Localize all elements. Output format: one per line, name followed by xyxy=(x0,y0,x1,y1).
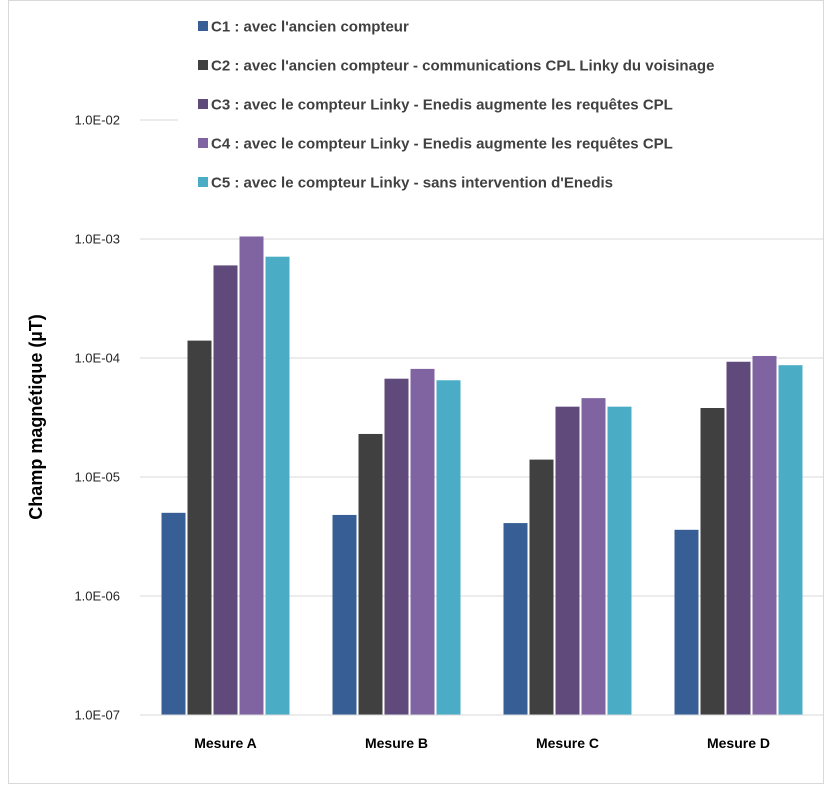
bar-1-4 xyxy=(674,529,699,715)
legend-label-1: C1 : avec l'ancien compteur xyxy=(211,19,409,36)
bar-2-1 xyxy=(187,340,212,715)
x-category-label: Mesure D xyxy=(707,735,770,751)
bars xyxy=(161,236,803,716)
bar-4-4 xyxy=(752,355,777,715)
bar-2-4 xyxy=(700,408,725,715)
x-category-label: Mesure B xyxy=(365,735,428,751)
y-tick-label: 1.0E-02 xyxy=(74,113,120,128)
bar-4-3 xyxy=(581,398,606,715)
legend-label-5: C5 : avec le compteur Linky - sans inter… xyxy=(211,175,613,192)
legend-swatch-1 xyxy=(198,21,208,31)
bar-3-3 xyxy=(555,406,580,715)
y-tick-label: 1.0E-04 xyxy=(74,351,120,366)
bar-5-3 xyxy=(607,406,632,715)
legend-swatch-2 xyxy=(198,60,208,70)
bar-4-1 xyxy=(239,236,264,716)
legend-label-2: C2 : avec l'ancien compteur - communicat… xyxy=(211,58,714,75)
bar-2-2 xyxy=(358,433,383,715)
legend-swatch-3 xyxy=(198,99,208,109)
bar-5-2 xyxy=(436,380,461,715)
y-tick-label: 1.0E-06 xyxy=(74,589,120,604)
legend: C1 : avec l'ancien compteur C2 : avec l'a… xyxy=(198,19,714,192)
y-axis-label: Champ magnétique (µT) xyxy=(26,314,46,519)
x-category-label: Mesure C xyxy=(536,735,599,751)
bar-1-3 xyxy=(503,523,528,715)
legend-label-4: C4 : avec le compteur Linky - Enedis aug… xyxy=(211,136,673,153)
legend-label-3: C3 : avec le compteur Linky - Enedis aug… xyxy=(211,97,673,114)
bar-3-2 xyxy=(384,378,409,715)
bar-3-1 xyxy=(213,265,238,715)
x-category-label: Mesure A xyxy=(194,735,257,751)
x-axis-categories: Mesure A Mesure B Mesure C Mesure D xyxy=(194,735,770,751)
bar-5-4 xyxy=(778,365,803,715)
bar-1-1 xyxy=(161,512,186,715)
bar-2-3 xyxy=(529,459,554,715)
bar-4-2 xyxy=(410,368,435,715)
bar-5-1 xyxy=(265,256,290,715)
y-tick-label: 1.0E-05 xyxy=(74,470,120,485)
legend-swatch-5 xyxy=(198,177,208,187)
legend-swatch-4 xyxy=(198,138,208,148)
y-tick-label: 1.0E-03 xyxy=(74,232,120,247)
bar-1-2 xyxy=(332,514,357,715)
y-axis-ticks: 1.0E-07 1.0E-06 1.0E-05 1.0E-04 1.0E-03 1.0E-… xyxy=(74,113,120,723)
bar-3-4 xyxy=(726,361,751,715)
y-tick-label: 1.0E-07 xyxy=(74,708,120,723)
